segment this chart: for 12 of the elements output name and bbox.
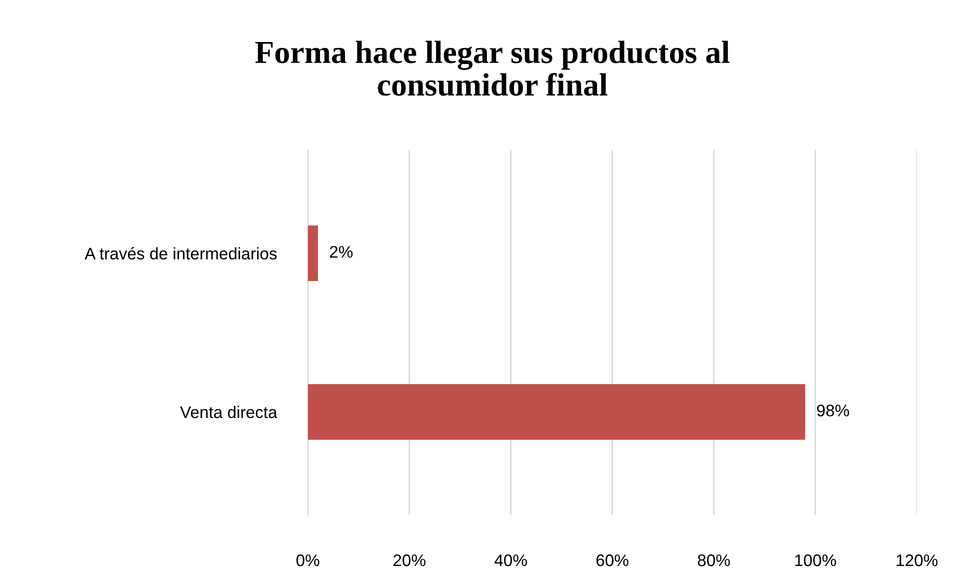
x-tick-label: 80% [698,554,730,566]
x-tick-label: 60% [596,554,628,566]
chart-title: Forma hace llegar sus productos al consumidor final [255,40,730,96]
x-tick-label: 0% [296,554,320,566]
y-tick-label: Venta directa [180,406,278,418]
y-tick-label: A través de intermediarios [84,247,277,260]
x-tick-label: 100% [795,554,836,566]
data-label: 98% [817,404,850,416]
data-label: 2% [330,246,353,258]
x-tick-label: 120% [896,554,938,566]
x-tick-label: 20% [393,554,426,566]
x-tick-label: 40% [494,554,527,566]
